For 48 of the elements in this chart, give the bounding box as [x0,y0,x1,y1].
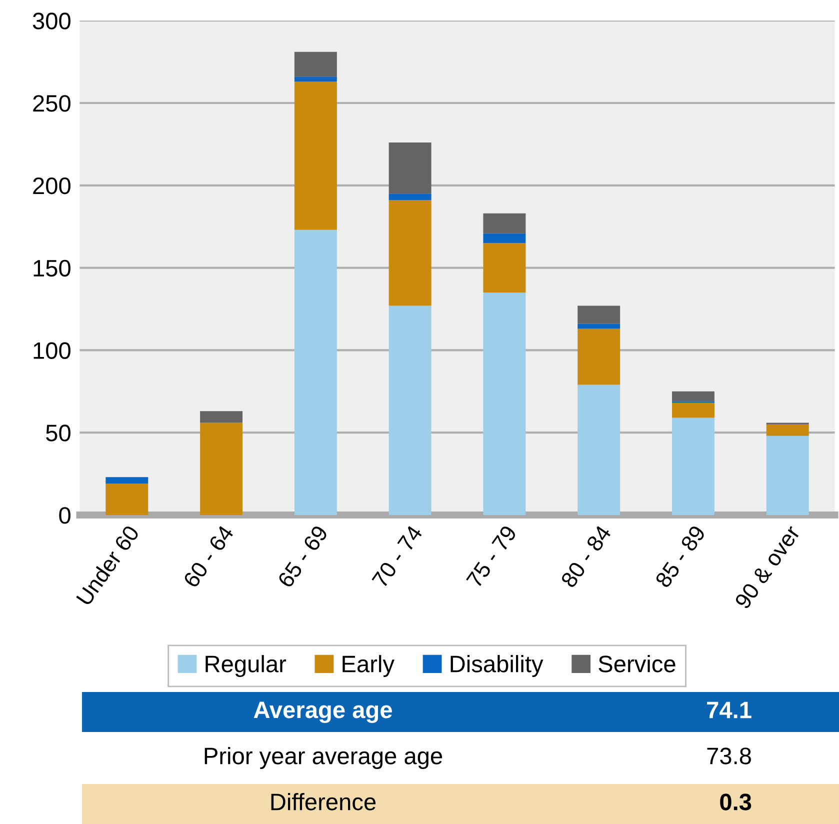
bar [200,422,243,515]
bar [672,418,714,515]
legend-label: Disability [450,655,544,678]
text: 73.8 [707,748,751,764]
bar [106,477,148,484]
bar [483,233,526,244]
y-tick-label: 250 [33,95,70,112]
bar [388,142,432,194]
text: 0.3 [720,794,752,810]
y-tick-label: 150 [34,260,70,277]
bar [200,411,243,423]
bar [294,76,337,82]
bar [294,82,337,230]
legend-label: Regular [206,655,286,678]
legend-label: Service [598,655,676,672]
bar [766,436,809,515]
bar [578,328,620,385]
bar [672,402,714,418]
bar [578,306,620,324]
bar [483,292,526,515]
x-tick-label: 85 - 89 [654,524,706,589]
bar [483,243,526,293]
bar [578,384,620,515]
text: 74.1 [707,702,752,718]
y-tick-label: 50 [46,424,70,442]
legend-label: Early [342,655,394,678]
bar [294,230,337,515]
bar [766,424,809,436]
bar [388,306,432,515]
text: Prior year average age [204,746,442,770]
x-tick-label: 70 - 74 [372,524,424,588]
x-tick-label: 65 - 69 [277,524,328,588]
x-tick-label: 80 - 84 [560,524,612,589]
text: Average age [254,702,392,724]
x-tick-label: 60 - 64 [182,524,234,588]
bar [672,391,714,402]
bar [578,324,620,329]
y-tick-label: 100 [34,342,70,359]
text: Difference [271,792,376,810]
bar [106,484,148,515]
bar [294,52,337,77]
y-tick-label: 200 [33,177,70,194]
bar [388,194,432,200]
y-tick-label: 300 [32,12,70,30]
y-tick-label: 0 [59,507,70,524]
x-tick-label: 75 - 79 [466,524,518,588]
bar [388,200,432,306]
bar [483,213,526,234]
